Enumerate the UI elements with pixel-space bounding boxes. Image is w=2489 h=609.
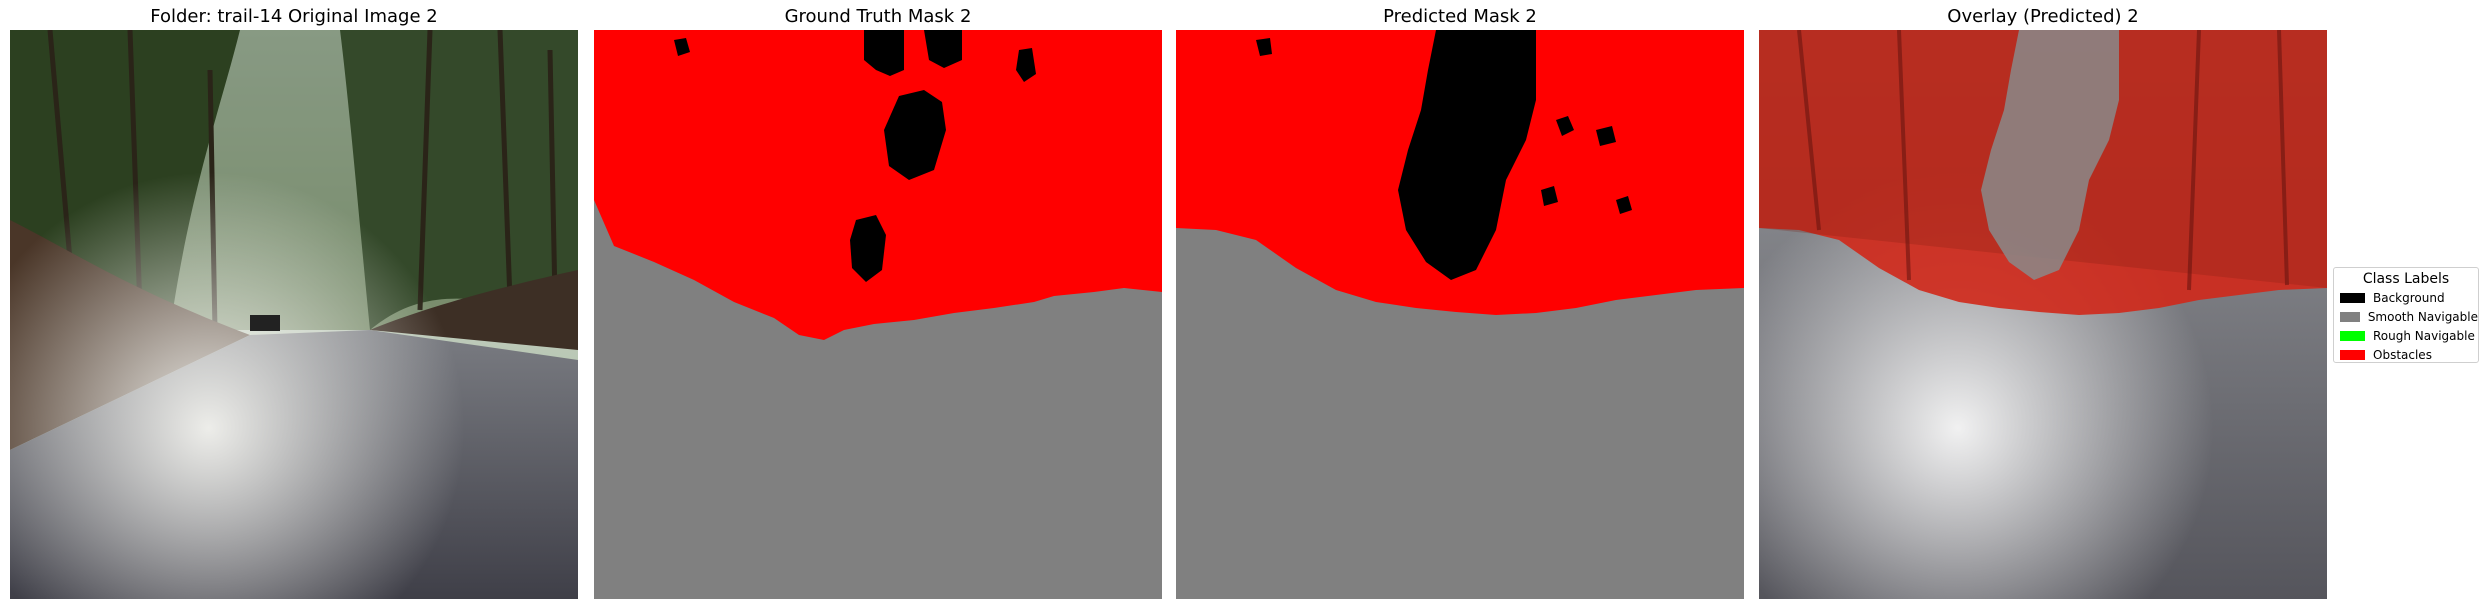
- original-image: [10, 30, 578, 599]
- panel-title-original: Folder: trail-14 Original Image 2: [150, 6, 438, 27]
- legend-item-background: Background: [2334, 288, 2478, 307]
- legend-item-rough-navigable: Rough Navigable: [2334, 326, 2478, 345]
- legend-title: Class Labels: [2362, 271, 2450, 287]
- legend-swatch: [2340, 349, 2365, 360]
- legend-swatch: [2340, 311, 2360, 322]
- ground-truth-mask: [594, 30, 1162, 599]
- legend-item-obstacles: Obstacles: [2334, 345, 2478, 364]
- legend-label: Smooth Navigable: [2367, 309, 2478, 324]
- panel-title-ground-truth: Ground Truth Mask 2: [784, 6, 972, 27]
- legend-label: Rough Navigable: [2373, 328, 2475, 343]
- legend-label: Background: [2373, 290, 2445, 305]
- predicted-mask: [1176, 30, 1744, 599]
- legend-swatch: [2340, 330, 2365, 341]
- legend-item-smooth-navigable: Smooth Navigable: [2334, 307, 2478, 326]
- overlay-image: [1759, 30, 2327, 599]
- panel-title-overlay: Overlay (Predicted) 2: [1947, 6, 2139, 27]
- class-legend: Class Labels Background Smooth Navigable…: [2333, 267, 2479, 363]
- panel-title-predicted: Predicted Mask 2: [1383, 6, 1537, 27]
- legend-label: Obstacles: [2373, 347, 2432, 362]
- legend-swatch: [2340, 292, 2365, 303]
